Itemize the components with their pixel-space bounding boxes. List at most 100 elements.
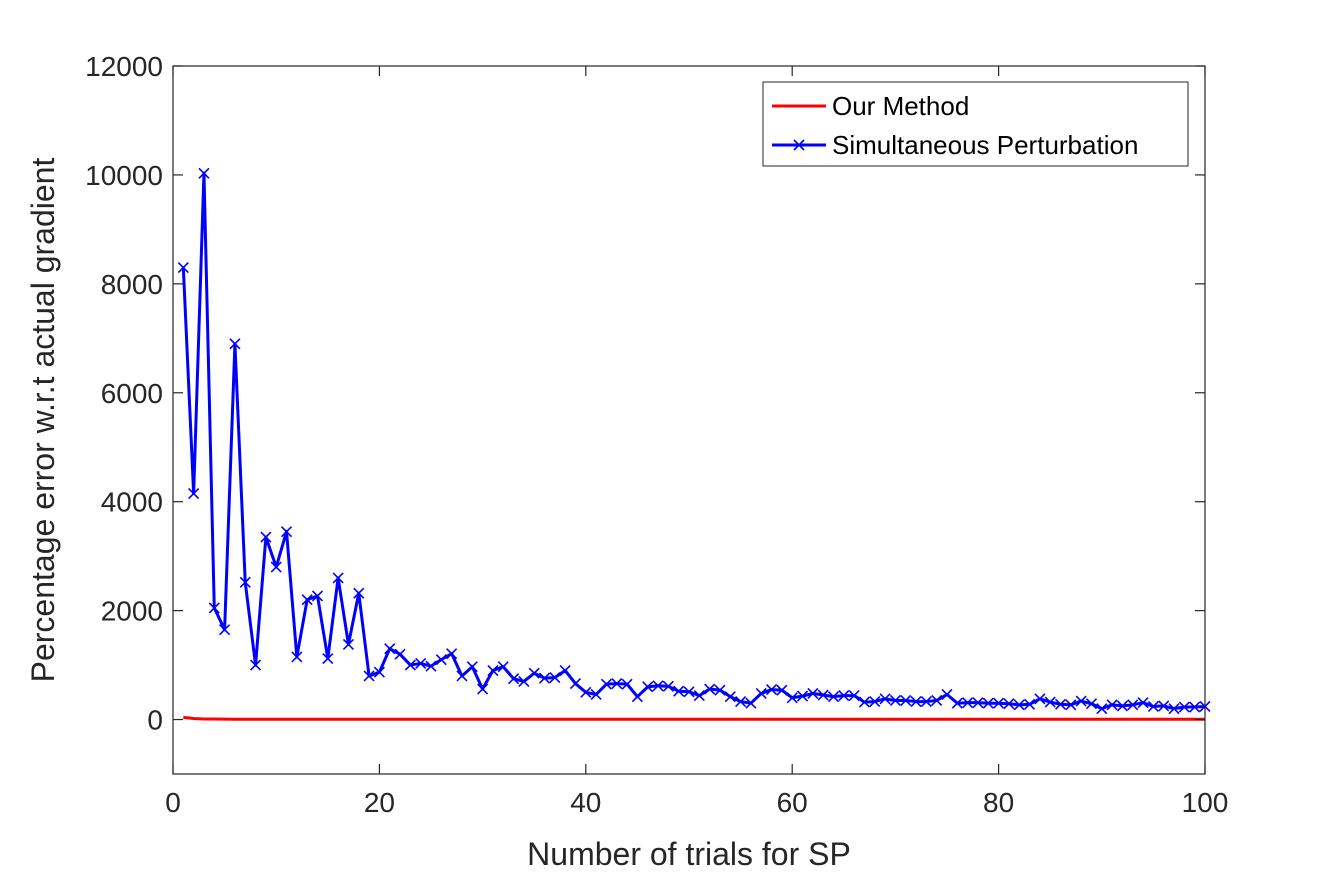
data-point-marker [404,659,416,671]
data-point-marker [373,666,385,678]
data-point-marker [549,672,561,684]
data-point-marker [786,692,798,704]
data-point-marker [580,686,592,698]
data-point-marker [693,690,705,702]
x-tick-label: 80 [983,787,1014,818]
data-point-marker [559,664,571,677]
data-point-marker [301,594,313,606]
data-point-marker [951,697,963,709]
data-point-marker [941,688,953,701]
data-point-marker [621,678,633,690]
data-point-marker [466,661,478,673]
x-tick-label: 40 [570,787,601,818]
data-point-marker [291,651,303,663]
series-markers-simultaneous-perturbation [177,167,1211,715]
data-point-marker [332,572,344,584]
y-tick-label: 10000 [85,160,163,191]
data-point-marker [394,648,406,660]
y-tick-label: 6000 [101,378,163,409]
data-point-marker [1096,703,1108,715]
series-line-our-method [183,715,1205,721]
y-tick-label: 8000 [101,269,163,300]
data-point-marker [848,690,860,702]
data-point-marker [1075,695,1087,707]
data-point-marker [477,683,489,695]
data-point-marker [910,696,922,708]
data-point-marker [1168,703,1180,715]
data-point-marker [600,678,613,690]
data-point-marker [435,654,447,666]
data-point-marker [765,684,778,696]
data-point-marker [177,261,189,274]
legend-marker-x [793,139,805,151]
data-point-marker [249,659,262,671]
data-point-marker [817,689,829,701]
data-point-marker [1034,693,1046,705]
data-point-marker [363,670,375,682]
data-point-marker [1013,699,1025,711]
data-point-marker [260,531,272,543]
series-line-simultaneous-perturbation [181,171,1206,711]
data-point-marker [858,696,871,708]
data-point-marker [538,672,551,684]
data-point-marker [208,602,220,614]
data-point-marker [920,696,932,708]
x-tick-label: 60 [777,787,808,818]
data-point-marker [1023,698,1036,710]
data-point-marker [776,684,788,696]
data-point-marker [714,684,726,696]
data-point-marker [1127,699,1139,711]
data-point-marker [962,697,974,709]
data-point-marker [507,673,520,685]
data-point-marker [1116,700,1129,712]
data-point-marker [827,691,840,703]
x-axis-ticks: 0 20 40 60 80 100 [165,66,1228,818]
y-tick-label: 4000 [101,487,163,518]
data-point-marker [1137,697,1149,709]
data-point-marker [1178,701,1190,713]
data-point-marker [642,681,654,693]
legend-label-simultaneous-perturbation: Simultaneous Perturbation [832,130,1138,160]
y-axis-ticks: 0 2000 4000 6000 8000 10000 12000 [85,51,1205,736]
data-point-marker [807,687,819,699]
data-point-marker [1065,699,1077,711]
series-layer [177,167,1211,721]
data-point-marker [322,652,334,665]
data-point-marker [239,576,251,588]
data-point-marker [1189,701,1201,713]
data-point-marker [198,167,210,179]
x-axis-label: Number of trials for SP [527,836,851,872]
data-point-marker [353,587,365,599]
data-point-marker [900,694,912,707]
data-point-marker [993,697,1005,709]
y-axis-label: Percentage error w.r.t actual gradient [25,158,61,683]
data-point-marker [1106,699,1118,711]
data-point-marker [425,660,437,672]
data-point-marker [724,691,736,703]
data-point-marker [384,643,396,655]
data-point-marker [1147,700,1159,713]
data-point-marker [415,657,427,670]
data-point-marker [631,691,643,703]
plot-area [173,66,1205,774]
data-point-marker [1158,700,1170,712]
x-tick-label: 20 [364,787,395,818]
legend: Our Method Simultaneous Perturbation [762,81,1189,167]
data-point-marker [652,680,664,692]
data-point-marker [229,338,241,350]
data-point-marker [590,688,602,701]
data-point-marker [188,487,200,500]
data-point-marker [683,686,695,698]
data-point-marker [982,697,994,709]
data-point-marker [611,678,623,690]
x-tick-label: 0 [165,787,181,818]
data-point-marker [1085,698,1098,710]
data-point-marker [931,694,943,707]
y-tick-label: 0 [147,705,163,736]
data-point-marker [280,526,293,538]
data-point-marker [518,675,530,687]
data-point-marker [528,667,540,679]
data-point-marker [569,678,582,690]
data-point-marker [879,693,891,705]
